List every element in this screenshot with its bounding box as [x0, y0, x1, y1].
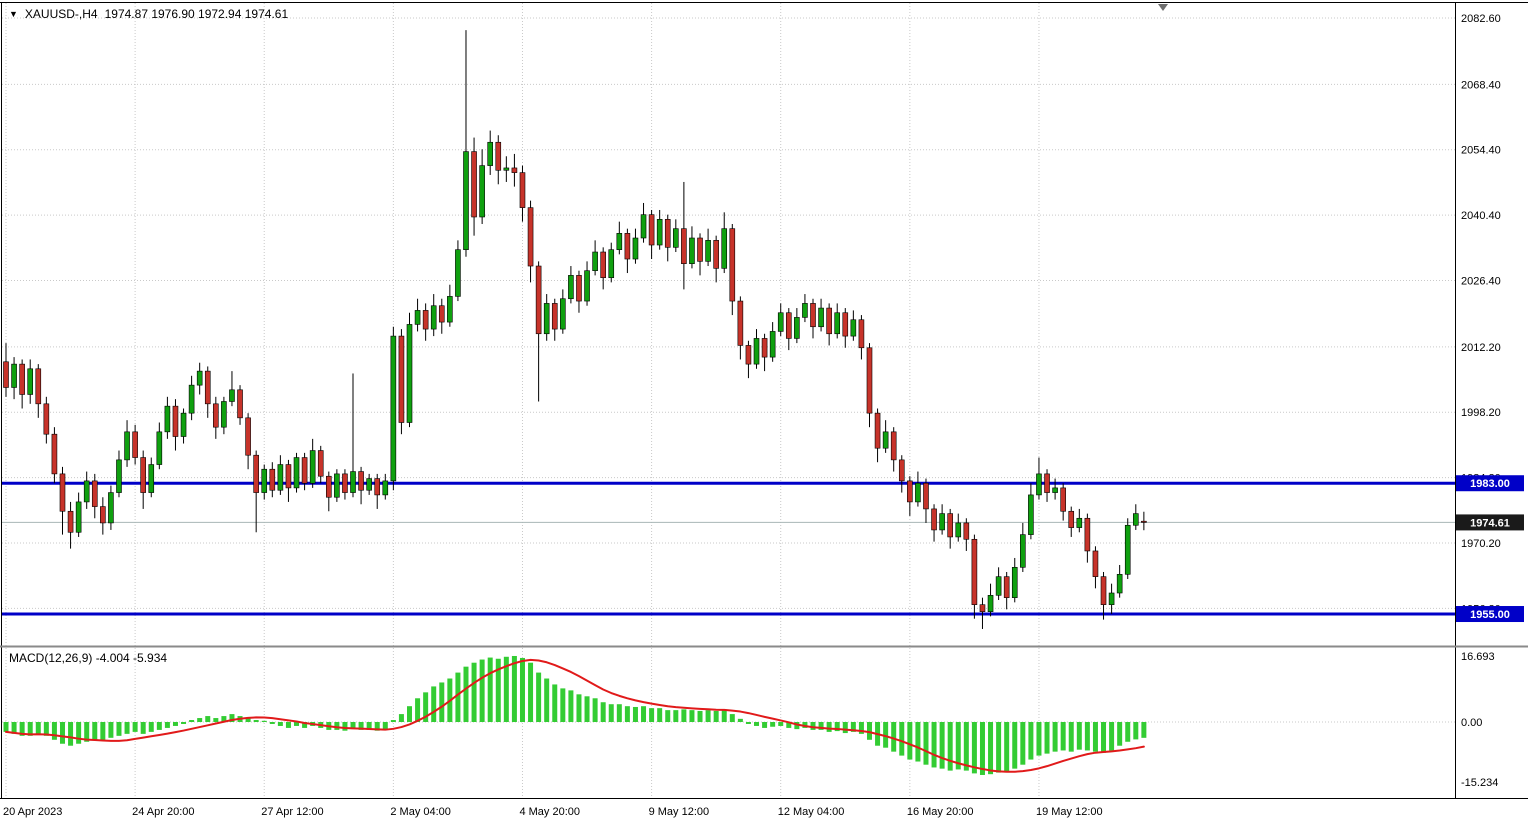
time-axis-label: 4 May 20:00: [519, 806, 580, 818]
macd-signal-line: [5, 658, 1145, 773]
chart-shift-marker-icon: [1158, 4, 1168, 11]
price-axis-label: 2040.40: [1461, 210, 1501, 222]
time-axis-label: 16 May 20:00: [907, 806, 974, 818]
dropdown-arrow-icon[interactable]: ▼: [9, 9, 18, 19]
macd-axis-label: 0.00: [1461, 717, 1482, 729]
candles: [3, 30, 1147, 629]
grid: [2, 3, 1455, 797]
price-axis-label: 2068.40: [1461, 79, 1501, 91]
macd-axis-label: 16.693: [1461, 651, 1495, 663]
level-price-tag: [1456, 475, 1524, 492]
time-axis[interactable]: 20 Apr 2023 24 Apr 20:00 27 Apr 12:00 2 May…: [3, 806, 1103, 818]
svg-text:1955.00: 1955.00: [1470, 609, 1510, 621]
level-price-tag: [1456, 606, 1524, 623]
macd-indicator: [3, 655, 1147, 775]
price-axis[interactable]: 2082.60 2068.40 2054.40 2040.40 2026.40 2012.…: [1456, 13, 1524, 789]
price-axis-label: 2026.40: [1461, 276, 1501, 288]
time-axis-label: 19 May 12:00: [1036, 806, 1103, 818]
time-axis-label: 12 May 04:00: [778, 806, 845, 818]
svg-text:1983.00: 1983.00: [1470, 478, 1510, 490]
price-axis-label: 1970.20: [1461, 538, 1501, 550]
horizontal-level-lines[interactable]: [2, 481, 1455, 616]
symbol-header: ▼ XAUUSD-,H4 1974.87 1976.90 1972.94 197…: [9, 7, 288, 21]
svg-text:1974.61: 1974.61: [1470, 517, 1510, 529]
symbol-title: XAUUSD-,H4: [24, 7, 98, 21]
price-axis-label: 2012.20: [1461, 342, 1501, 354]
time-axis-label: 2 May 04:00: [390, 806, 451, 818]
macd-axis-label: -15.234: [1461, 777, 1498, 789]
time-axis-label: 27 Apr 12:00: [261, 806, 323, 818]
chart-frame: [0, 2, 1528, 799]
price-axis-label: 1998.20: [1461, 407, 1501, 419]
macd-indicator-label: MACD(12,26,9) -4.004 -5.934: [9, 651, 168, 665]
time-axis-label: 9 May 12:00: [649, 806, 710, 818]
time-axis-label: 20 Apr 2023: [3, 806, 62, 818]
ohlc-readout: 1974.87 1976.90 1972.94 1974.61: [104, 7, 289, 21]
price-axis-label: 2082.60: [1461, 13, 1501, 25]
price-axis-label: 2054.40: [1461, 145, 1501, 157]
current-price-tag: [1456, 514, 1524, 531]
time-axis-label: 24 Apr 20:00: [132, 806, 194, 818]
